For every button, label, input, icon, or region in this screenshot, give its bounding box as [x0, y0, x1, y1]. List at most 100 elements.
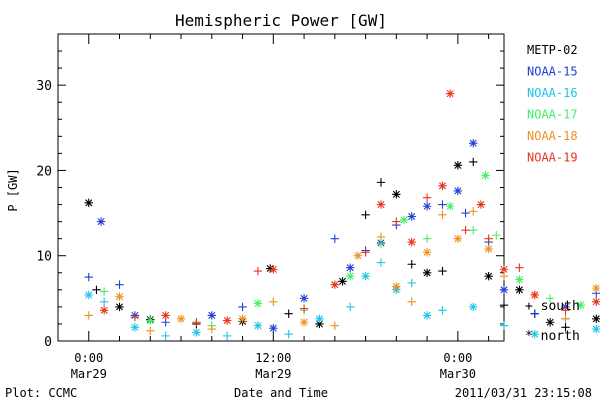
south-point [561, 323, 570, 332]
south-point [438, 210, 447, 219]
footer-timestamp: 2011/03/31 23:15:08 [455, 386, 592, 400]
south-point [92, 285, 101, 295]
north-point [453, 161, 463, 170]
north-point [445, 89, 455, 98]
north-point [115, 302, 124, 312]
y-tick-label: 0 [44, 335, 52, 350]
north-point [346, 271, 355, 281]
north-point [376, 200, 386, 209]
south-point [284, 309, 293, 318]
south-point [115, 280, 124, 289]
legend-entry: NOAA-18 [527, 129, 578, 143]
south-point [161, 331, 170, 341]
north-point [469, 138, 478, 148]
north-point [330, 280, 340, 289]
data-points [84, 89, 600, 341]
y-axis: 0 10 20 30 [36, 33, 504, 350]
south-point [422, 193, 432, 202]
south-point [561, 314, 570, 324]
north-point [438, 181, 447, 190]
north-point [545, 318, 555, 327]
north-point [84, 198, 93, 208]
south-point [392, 217, 401, 226]
south-point [376, 178, 386, 187]
north-point [592, 314, 600, 324]
north-point [469, 302, 478, 312]
north-point [530, 329, 539, 339]
south-point [284, 329, 293, 339]
x-tick-date-label: Mar29 [255, 367, 291, 381]
south-point [376, 258, 386, 267]
legend-entry: NOAA-15 [527, 65, 578, 79]
south-point [130, 312, 140, 322]
north-point [176, 314, 186, 324]
south-point [515, 263, 524, 272]
south-point [438, 266, 447, 276]
north-point [592, 324, 600, 334]
north-point [515, 285, 524, 295]
south-point [407, 297, 416, 306]
north-point [192, 328, 201, 337]
south-point [545, 294, 555, 303]
y-axis-label: P [GW] [6, 168, 20, 211]
north-point [530, 290, 539, 300]
north-point [422, 268, 432, 277]
north-point [146, 316, 155, 325]
south-point [376, 232, 386, 242]
south-point [469, 207, 478, 216]
north-point [399, 215, 409, 225]
north-point [238, 314, 247, 324]
north-point [407, 212, 416, 221]
south-point [407, 260, 416, 269]
north-point [592, 297, 600, 306]
marker-legend: + south * north [525, 299, 580, 344]
south-point [561, 306, 570, 315]
south-point [299, 304, 309, 313]
north-point [346, 263, 355, 272]
north-point [207, 311, 216, 320]
north-point [161, 311, 170, 320]
north-point [99, 306, 109, 315]
legend-entry: NOAA-16 [527, 86, 578, 100]
north-point [266, 264, 275, 273]
south-point [192, 318, 201, 327]
y-tick-label: 20 [36, 164, 52, 179]
south-point [469, 157, 478, 167]
south-point [346, 302, 355, 312]
south-point [461, 208, 470, 218]
north-point [269, 324, 278, 333]
legend-entry: NOAA-19 [527, 151, 578, 165]
north-point [338, 277, 347, 286]
north-point [592, 283, 600, 293]
south-point [361, 248, 370, 257]
north-point [96, 217, 106, 226]
chart-title: Hemispheric Power [GW] [175, 11, 387, 30]
north-point [222, 316, 232, 325]
north-point [299, 318, 309, 327]
north-point [130, 323, 140, 332]
north-point [453, 234, 463, 243]
marker-legend-entry: * north [525, 329, 580, 344]
south-point [84, 311, 93, 320]
north-point [115, 292, 124, 301]
marker-legend-entry: + south [525, 299, 580, 314]
north-point [361, 271, 370, 281]
south-point [99, 287, 109, 296]
north-point [299, 294, 309, 303]
south-point [499, 300, 509, 310]
footer-plot-credit: Plot: CCMC [5, 386, 77, 400]
south-point [330, 234, 340, 243]
north-point [392, 190, 401, 199]
south-point [438, 306, 447, 315]
x-tick-date-label: Mar29 [71, 367, 107, 381]
x-tick-time-label: 0:00 [74, 351, 103, 365]
x-axis-label: Date and Time [234, 386, 328, 400]
south-point [222, 331, 232, 341]
north-point [515, 275, 524, 284]
north-point [499, 285, 509, 295]
north-point [481, 171, 490, 180]
north-point [392, 282, 401, 291]
north-point [576, 300, 586, 310]
x-tick-time-label: 12:00 [255, 351, 291, 365]
